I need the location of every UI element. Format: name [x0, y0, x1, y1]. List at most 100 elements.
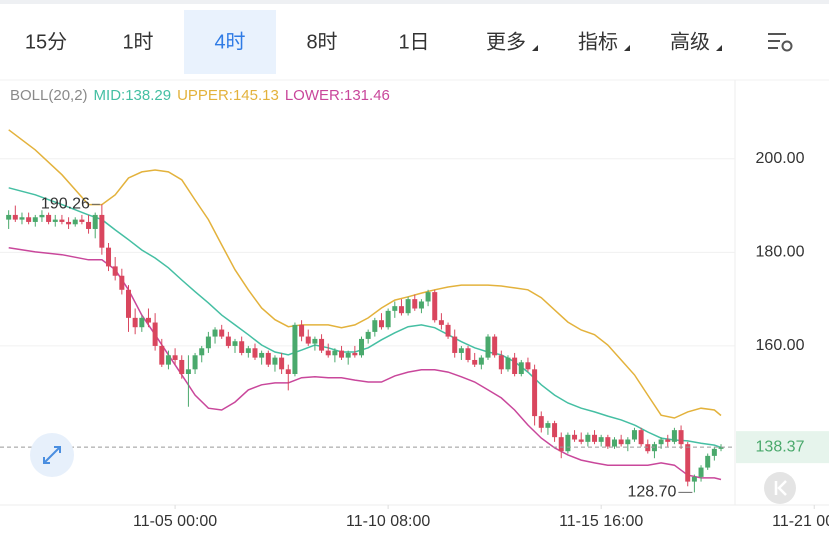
- x-tick-label: 11-15 16:00: [559, 513, 643, 530]
- candle-body: [545, 423, 551, 428]
- candle-body: [332, 350, 338, 356]
- tab[interactable]: 高级: [670, 30, 710, 53]
- candle-body: [26, 217, 32, 222]
- candle-body: [279, 357, 285, 370]
- candle-body: [651, 444, 657, 452]
- last-price-box: [736, 431, 829, 464]
- candle-body: [525, 362, 531, 370]
- tab[interactable]: 8时: [306, 30, 337, 53]
- candle-body: [405, 299, 411, 314]
- candle-body: [66, 221, 72, 225]
- candle-body: [285, 369, 291, 374]
- candle-body: [19, 217, 25, 220]
- candle-body: [472, 359, 478, 365]
- candle-body: [265, 352, 271, 365]
- candle-body: [239, 341, 245, 353]
- candle-body: [685, 444, 691, 482]
- candle-body: [432, 292, 438, 321]
- candle-body: [232, 341, 238, 346]
- plot-area: [0, 129, 815, 509]
- y-tick-label: 160.00: [756, 337, 805, 354]
- candle-body: [645, 444, 651, 452]
- candle-body: [631, 430, 637, 440]
- tab[interactable]: 更多: [486, 30, 526, 53]
- candle-body: [565, 434, 571, 452]
- candle-body: [159, 345, 165, 365]
- candle-body: [538, 416, 544, 428]
- candle-body: [99, 214, 105, 248]
- tab-selected-bg: [184, 10, 276, 74]
- candle-body: [512, 357, 518, 374]
- settings-icon[interactable]: [768, 33, 793, 52]
- candle-body: [152, 322, 158, 346]
- tab[interactable]: 15分: [25, 30, 67, 53]
- dropdown-arrow: [624, 45, 630, 51]
- candle-body: [498, 355, 504, 370]
- candle-body: [598, 437, 604, 442]
- candle-body: [212, 329, 218, 337]
- tab[interactable]: 4时: [214, 30, 245, 53]
- candle-body: [518, 362, 524, 374]
- candle-body: [59, 219, 65, 222]
- candle-body: [452, 336, 458, 353]
- candle-body: [485, 336, 491, 358]
- candle-body: [718, 447, 724, 449]
- candle-body: [179, 359, 185, 374]
- candle-body: [505, 357, 511, 370]
- x-tick-label: 11-21 00:00: [772, 513, 829, 530]
- candle-body: [339, 350, 345, 358]
- candle-body: [392, 306, 398, 311]
- candle-body: [185, 369, 191, 374]
- x-tick-label: 11-05 00:00: [133, 513, 217, 530]
- candle-body: [585, 434, 591, 442]
- candle-body: [711, 448, 717, 456]
- candle-body: [145, 317, 151, 323]
- candle-body: [625, 439, 631, 445]
- candle-body: [418, 301, 424, 309]
- max-label: 190.26: [41, 196, 90, 213]
- candle-body: [132, 317, 138, 328]
- candle-body: [691, 476, 697, 482]
- candle-body: [458, 348, 464, 353]
- candle-body: [139, 317, 145, 328]
- candle-body: [352, 352, 358, 356]
- tab[interactable]: 指标: [578, 30, 618, 53]
- candle-body: [199, 348, 205, 356]
- back-to-latest-button[interactable]: [764, 472, 796, 504]
- candle-body: [165, 355, 171, 365]
- candle-body: [365, 331, 371, 339]
- candle-body: [299, 324, 305, 337]
- legend-entry: UPPER:145.13: [177, 87, 279, 104]
- candle-body: [665, 439, 671, 442]
- candle-body: [578, 439, 584, 442]
- candle-body: [378, 320, 384, 328]
- candle-body: [252, 348, 258, 358]
- candle-body: [398, 306, 404, 314]
- candle-body: [205, 336, 211, 349]
- candle-body: [219, 329, 225, 337]
- candle-body: [385, 310, 391, 328]
- candle-body: [345, 352, 351, 358]
- dropdown-arrow: [532, 45, 538, 51]
- candle-body: [119, 275, 125, 290]
- candle-body: [572, 434, 578, 440]
- min-label: 128.70: [627, 484, 676, 501]
- candle-body: [52, 219, 58, 222]
- candle-body: [72, 219, 78, 225]
- candle-body: [312, 338, 318, 344]
- candle-body: [305, 336, 311, 344]
- candle-body: [12, 214, 18, 220]
- candle-body: [671, 430, 677, 442]
- candle-body: [445, 324, 451, 337]
- candle-body: [92, 214, 98, 229]
- tab[interactable]: 1日: [398, 31, 429, 53]
- candle-body: [372, 320, 378, 332]
- candle-body: [558, 437, 564, 452]
- toolbar: 15分 1时 4时 8时 1日 更多 指标 高级: [25, 10, 722, 74]
- candle-body: [125, 289, 131, 318]
- candle-body: [225, 336, 231, 346]
- candle-body: [605, 437, 611, 447]
- tab[interactable]: 1时: [122, 30, 153, 53]
- expand-button[interactable]: [30, 433, 74, 477]
- legend-entry: LOWER:131.46: [285, 87, 390, 104]
